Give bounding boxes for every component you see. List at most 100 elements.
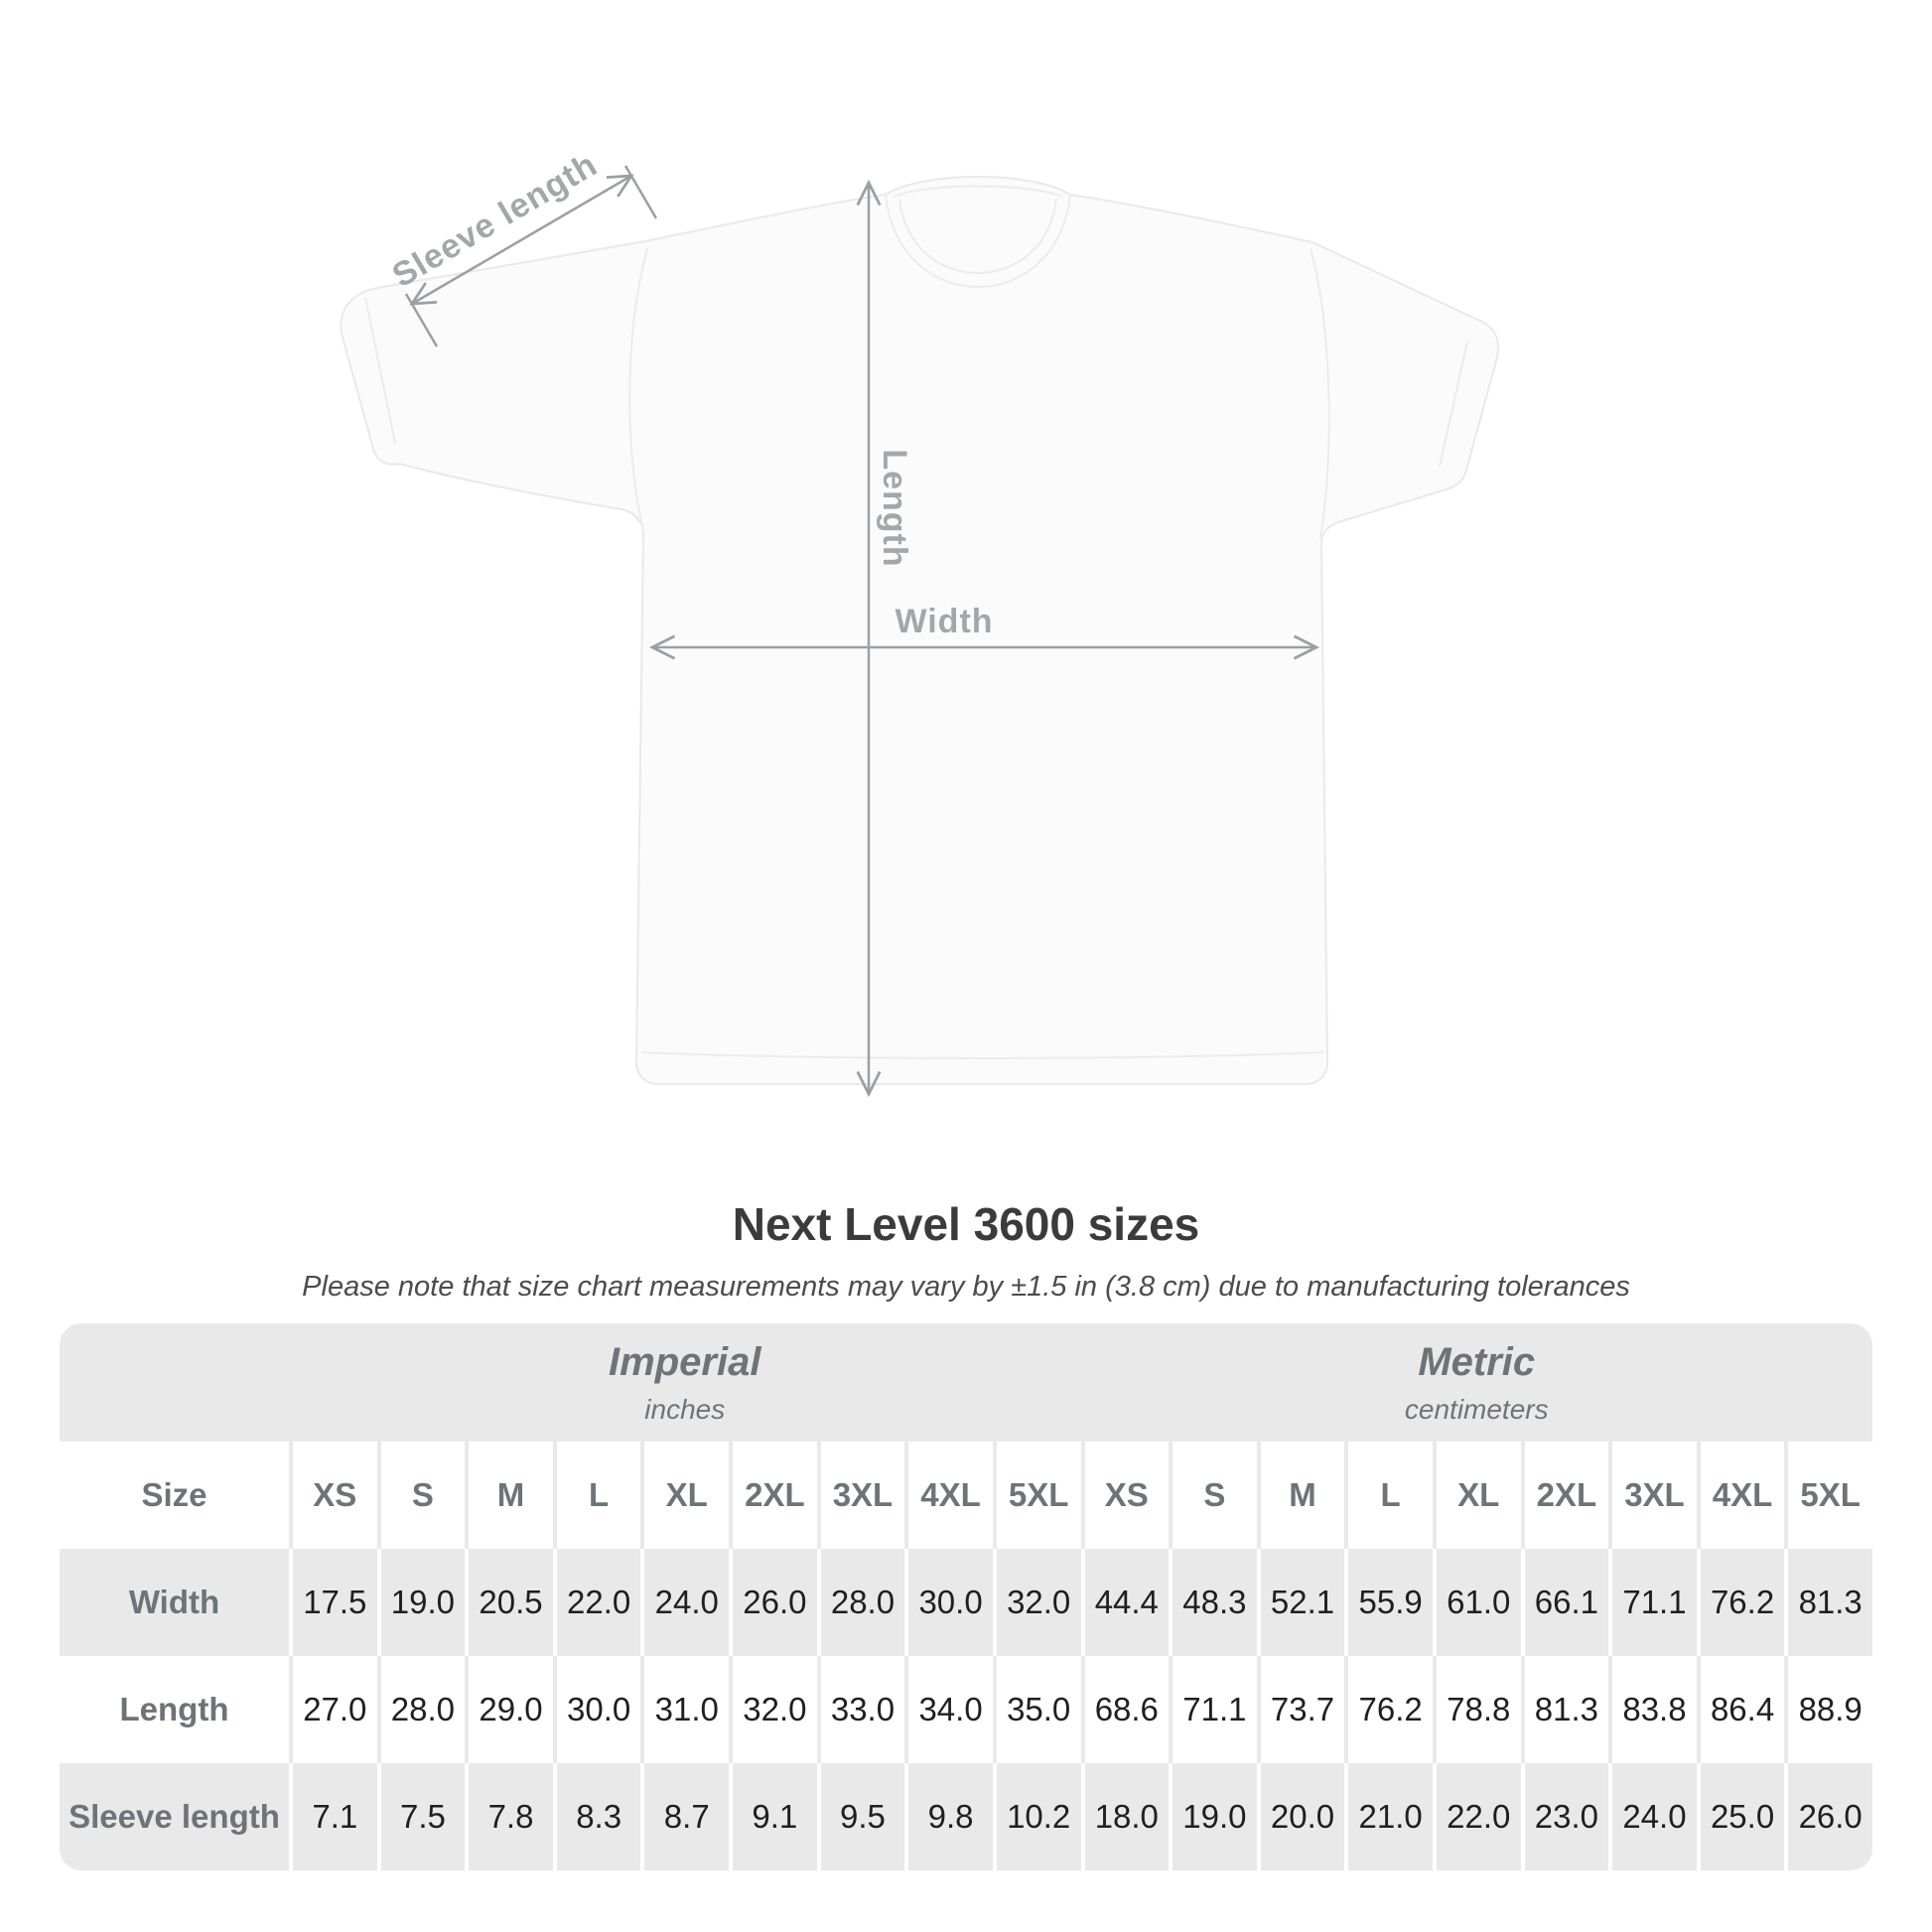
- tshirt-illustration: [340, 176, 1499, 1085]
- row-label: Length: [119, 1691, 229, 1727]
- metric-group-name: Metric: [1418, 1339, 1536, 1384]
- value-cell: 71.1: [1608, 1549, 1697, 1656]
- size-header-cell: XS: [289, 1442, 377, 1549]
- left-armhole-seam: [628, 247, 648, 531]
- width-dimension: Width: [648, 603, 1320, 660]
- value-cell: 18.0: [1080, 1763, 1170, 1870]
- left-sleeve-hem-seam: [364, 297, 396, 444]
- value-cell: 68.6: [1080, 1656, 1170, 1763]
- value-cell: 20.0: [1256, 1763, 1345, 1870]
- value-cell: 30.0: [904, 1549, 993, 1656]
- value-cell: 35.0: [992, 1656, 1081, 1763]
- sleeve-dimension-tick-left: [404, 293, 439, 347]
- value-cell: 8.7: [640, 1763, 729, 1870]
- value-cell: 86.4: [1696, 1656, 1785, 1763]
- title-block: Next Level 3600 sizes Please note that s…: [0, 1197, 1932, 1304]
- value-cell: 24.0: [640, 1549, 729, 1656]
- width-row: Width 17.5 19.0 20.5 22.0 24.0 26.0 28.0…: [60, 1549, 1872, 1656]
- value-cell: 88.9: [1784, 1656, 1872, 1763]
- value-cell: 25.0: [1696, 1763, 1785, 1870]
- size-header-cell: 3XL: [816, 1442, 905, 1549]
- right-armhole-seam: [1310, 247, 1330, 539]
- collar-rib-seam: [898, 198, 1057, 274]
- imperial-group-header: Imperial inches: [289, 1323, 1081, 1442]
- value-cell: 78.8: [1432, 1656, 1521, 1763]
- value-cell: 9.5: [816, 1763, 905, 1870]
- size-header-cell: S: [1169, 1442, 1257, 1549]
- size-header-cell: S: [376, 1442, 466, 1549]
- value-cell: 34.0: [904, 1656, 993, 1763]
- value-cell: 23.0: [1520, 1763, 1609, 1870]
- value-cell: 52.1: [1256, 1549, 1345, 1656]
- size-header-cell: XL: [640, 1442, 729, 1549]
- value-cell: 7.8: [465, 1763, 553, 1870]
- metric-group-header: Metric centimeters: [1081, 1323, 1873, 1442]
- value-cell: 26.0: [729, 1549, 817, 1656]
- value-cell: 76.2: [1696, 1549, 1785, 1656]
- value-cell: 61.0: [1432, 1549, 1521, 1656]
- value-cell: 9.1: [729, 1763, 817, 1870]
- row-label: Width: [128, 1584, 220, 1620]
- value-cell: 83.8: [1608, 1656, 1697, 1763]
- size-header-cell: L: [552, 1442, 641, 1549]
- length-row: Length 27.0 28.0 29.0 30.0 31.0 32.0 33.…: [60, 1656, 1872, 1763]
- size-column-label: Size: [141, 1476, 207, 1513]
- value-cell: 28.0: [376, 1656, 466, 1763]
- value-cell: 76.2: [1344, 1656, 1433, 1763]
- value-cell: 9.8: [904, 1763, 993, 1870]
- value-cell: 19.0: [376, 1549, 466, 1656]
- value-cell: 22.0: [1432, 1763, 1521, 1870]
- value-cell: 20.5: [465, 1549, 553, 1656]
- value-cell: 27.0: [289, 1656, 377, 1763]
- size-header-row: Size XS S M L XL 2XL 3XL 4XL 5XL XS S M …: [60, 1442, 1872, 1549]
- value-cell: 32.0: [729, 1656, 817, 1763]
- size-header-cell: 4XL: [1696, 1442, 1785, 1549]
- value-cell: 31.0: [640, 1656, 729, 1763]
- size-header-cell: 5XL: [1784, 1442, 1872, 1549]
- size-header-cell: M: [465, 1442, 553, 1549]
- value-cell: 17.5: [289, 1549, 377, 1656]
- size-table: Imperial inches Metric centimeters Size …: [60, 1323, 1872, 1870]
- value-cell: 81.3: [1784, 1549, 1872, 1656]
- size-header-cell: 2XL: [729, 1442, 817, 1549]
- value-cell: 7.5: [376, 1763, 466, 1870]
- value-cell: 55.9: [1344, 1549, 1433, 1656]
- value-cell: 19.0: [1169, 1763, 1257, 1870]
- value-cell: 48.3: [1169, 1549, 1257, 1656]
- value-cell: 44.4: [1080, 1549, 1170, 1656]
- size-header-cell: XS: [1080, 1442, 1170, 1549]
- value-cell: 71.1: [1169, 1656, 1257, 1763]
- sleeve-dimension-tick-right: [623, 165, 658, 219]
- unit-group-row: Imperial inches Metric centimeters: [60, 1323, 1872, 1442]
- size-header-cell: 2XL: [1520, 1442, 1609, 1549]
- metric-group-unit: centimeters: [1404, 1393, 1549, 1425]
- value-cell: 21.0: [1344, 1763, 1433, 1870]
- sleeve-length-row: Sleeve length 7.1 7.5 7.8 8.3 8.7 9.1 9.…: [60, 1763, 1872, 1870]
- size-header-cell: M: [1256, 1442, 1345, 1549]
- value-cell: 33.0: [816, 1656, 905, 1763]
- tshirt-measurement-diagram: Sleeve length Length Width: [340, 146, 1499, 1098]
- value-cell: 32.0: [992, 1549, 1081, 1656]
- value-cell: 7.1: [289, 1763, 377, 1870]
- imperial-group-unit: inches: [644, 1393, 726, 1425]
- length-label: Length: [876, 449, 913, 567]
- imperial-group-name: Imperial: [609, 1339, 761, 1384]
- table-corner-cell: [60, 1323, 289, 1442]
- value-cell: 26.0: [1784, 1763, 1872, 1870]
- size-header-cell: XL: [1432, 1442, 1521, 1549]
- value-cell: 24.0: [1608, 1763, 1697, 1870]
- size-header-cell: 4XL: [904, 1442, 993, 1549]
- page-title: Next Level 3600 sizes: [732, 1198, 1200, 1250]
- row-label: Sleeve length: [69, 1798, 280, 1835]
- size-header-cell: L: [1344, 1442, 1433, 1549]
- bottom-hem-seam: [640, 1051, 1324, 1059]
- back-neck-seam: [893, 185, 1063, 198]
- collar-seam: [885, 194, 1071, 288]
- value-cell: 8.3: [552, 1763, 641, 1870]
- value-cell: 10.2: [992, 1763, 1081, 1870]
- size-header-cell: 3XL: [1608, 1442, 1697, 1549]
- right-sleeve-hem-seam: [1439, 341, 1468, 468]
- tolerance-note: Please note that size chart measurements…: [302, 1271, 1630, 1303]
- value-cell: 66.1: [1520, 1549, 1609, 1656]
